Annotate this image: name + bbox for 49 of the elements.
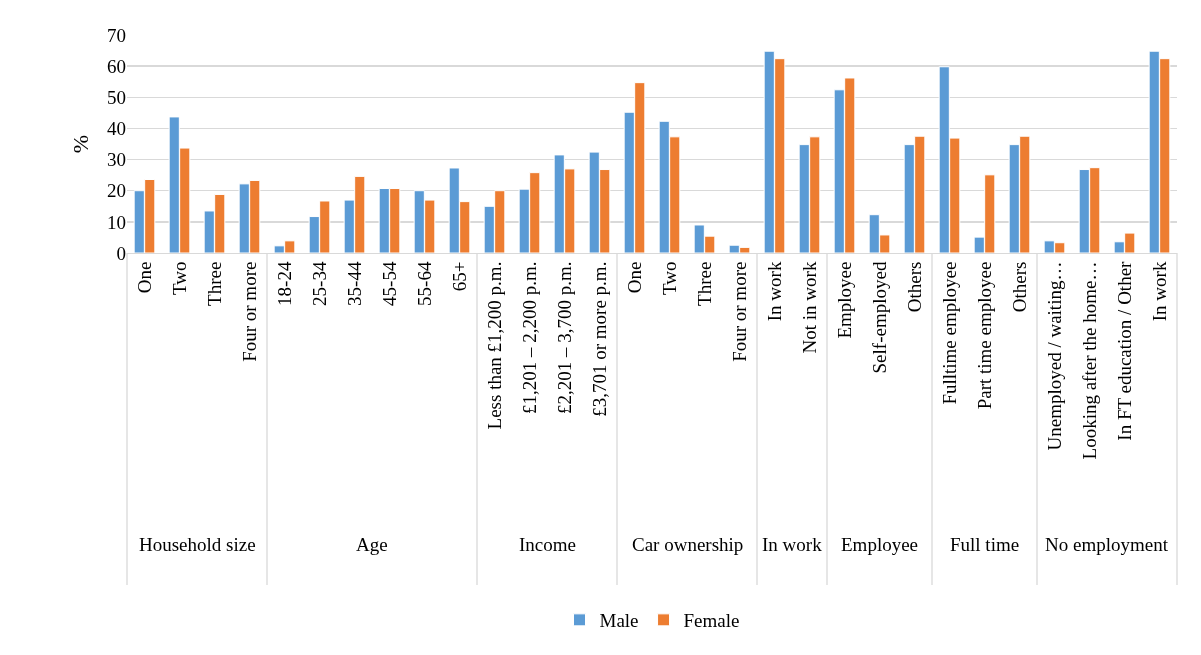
- x-tick-label: In work: [1148, 261, 1170, 322]
- y-tick-label: 40: [107, 118, 126, 140]
- x-tick-label: 35-44: [343, 261, 365, 306]
- x-tick-label: Four or more: [238, 261, 260, 362]
- x-tick-label: £2,201 – 3,700 p.m.: [553, 261, 575, 415]
- text: In work: [762, 534, 823, 555]
- x-tick-label: One: [623, 261, 645, 294]
- y-tick-label: 60: [107, 55, 126, 77]
- x-tick-label: 65+: [448, 261, 470, 292]
- x-tick-label: £1,201 – 2,200 p.m.: [518, 261, 540, 415]
- x-tick-label: In FT education / Other: [1113, 260, 1135, 441]
- y-tick-label: 10: [107, 211, 126, 233]
- text: Full time: [950, 534, 1020, 555]
- x-tick-label: Two: [658, 261, 680, 296]
- x-tick-label: Three: [203, 261, 225, 306]
- legend-label: Male: [599, 610, 639, 632]
- y-tick-label: 20: [107, 180, 126, 202]
- text: Household size: [139, 534, 256, 555]
- x-tick-label: Four or more: [728, 261, 750, 362]
- text: Age: [356, 534, 388, 555]
- y-tick-label: 30: [107, 149, 126, 171]
- y-tick-label: 70: [107, 24, 126, 46]
- text: Employee: [841, 534, 919, 555]
- x-tick-label: Self-employed: [868, 261, 890, 374]
- x-tick-label: Looking after the home…: [1078, 261, 1100, 460]
- y-axis-title: %: [67, 134, 93, 154]
- x-tick-label: Three: [693, 261, 715, 306]
- x-tick-label: 45-54: [378, 261, 400, 306]
- x-tick-label: Unemployed / waiting…: [1043, 261, 1065, 451]
- x-tick-label: £3,701 or more p.m.: [588, 261, 610, 417]
- x-tick-label: Part time employee: [973, 261, 995, 410]
- x-tick-label: In work: [763, 261, 785, 322]
- x-tick-label: Employee: [833, 261, 855, 339]
- text: Car ownership: [632, 534, 744, 555]
- legend-label: Female: [683, 610, 740, 632]
- y-tick-label: 0: [116, 242, 126, 264]
- y-tick-label: 50: [107, 86, 126, 108]
- x-tick-label: 18-24: [273, 261, 295, 306]
- x-tick-label: Two: [168, 261, 190, 296]
- x-tick-label: 25-34: [308, 261, 330, 306]
- x-tick-label: 55-64: [413, 261, 435, 306]
- x-tick-label: Others: [903, 261, 925, 313]
- text: Income: [519, 534, 576, 555]
- text: No employment: [1045, 534, 1169, 555]
- x-tick-label: Others: [1008, 261, 1030, 313]
- x-tick-label: Not in work: [798, 261, 820, 354]
- x-tick-label: Fulltime employee: [938, 261, 960, 405]
- x-tick-label: Less than £1,200 p.m.: [483, 261, 505, 430]
- x-tick-label: One: [133, 261, 155, 294]
